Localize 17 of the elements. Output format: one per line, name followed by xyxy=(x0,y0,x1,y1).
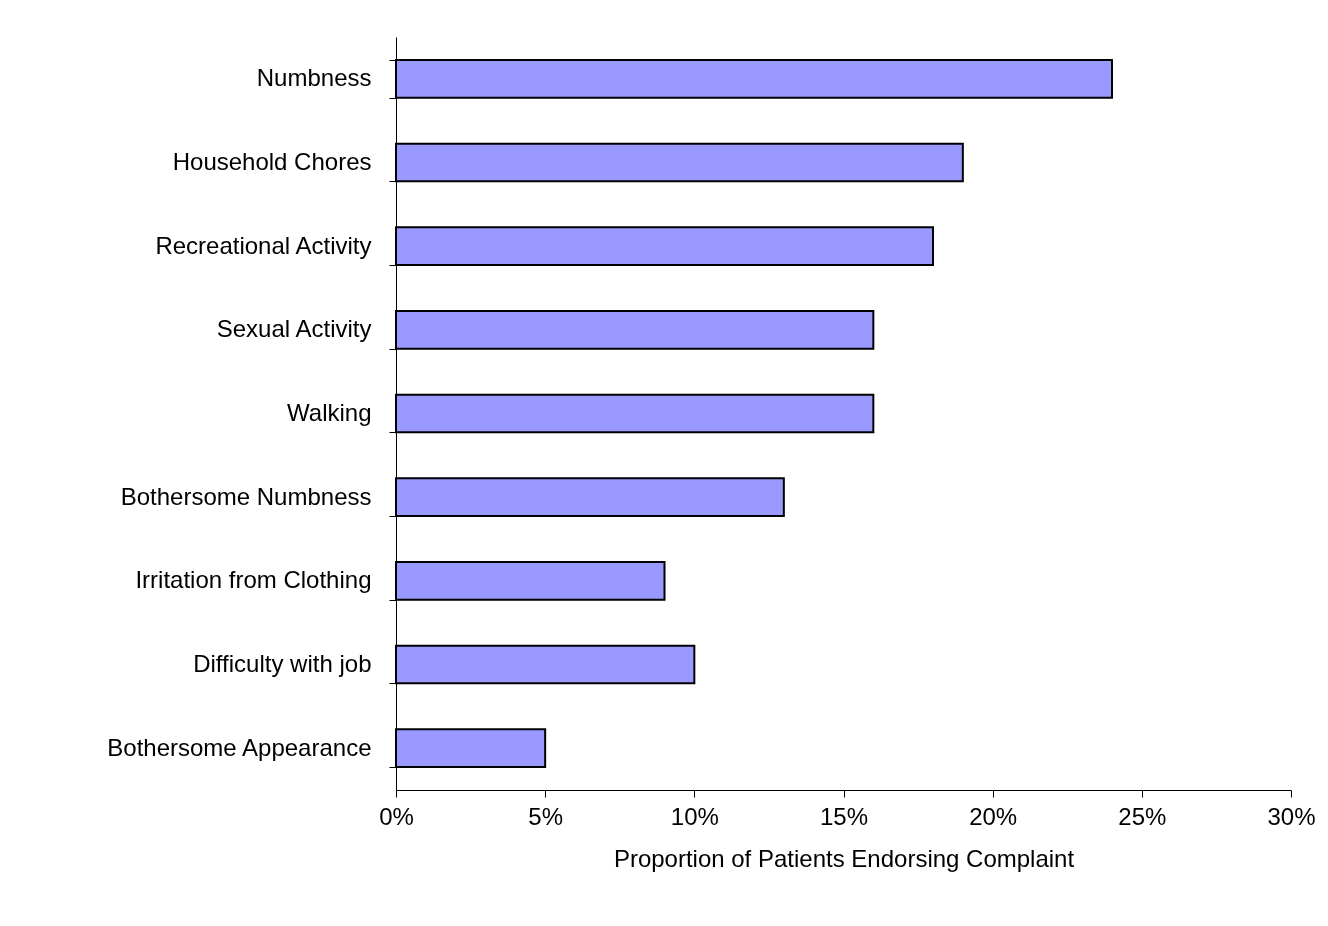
x-tick-label: 0% xyxy=(379,802,414,830)
y-tick-label: Irritation from Clothing xyxy=(135,566,372,594)
y-tick-label: Numbness xyxy=(256,64,372,92)
x-tick-label: 20% xyxy=(969,802,1018,830)
y-tick-label: Recreational Activity xyxy=(155,231,372,259)
y-tick-label: Household Chores xyxy=(172,148,372,175)
y-tick-label: Difficulty with job xyxy=(193,650,372,677)
y-tick-label: Bothersome Numbness xyxy=(120,482,372,510)
x-tick-label: 30% xyxy=(1267,802,1316,830)
x-tick-label: 5% xyxy=(528,802,564,830)
x-tick-label: 15% xyxy=(819,802,869,830)
x-tick-label: 25% xyxy=(1118,802,1167,830)
y-tick-label: Bothersome Appearance xyxy=(107,733,372,761)
y-tick-label: Walking xyxy=(287,399,372,426)
x-axis-title: Proportion of Patients Endorsing Complaint xyxy=(613,844,1075,872)
y-tick-label: Sexual Activity xyxy=(216,315,372,343)
x-tick-label: 10% xyxy=(670,802,719,830)
